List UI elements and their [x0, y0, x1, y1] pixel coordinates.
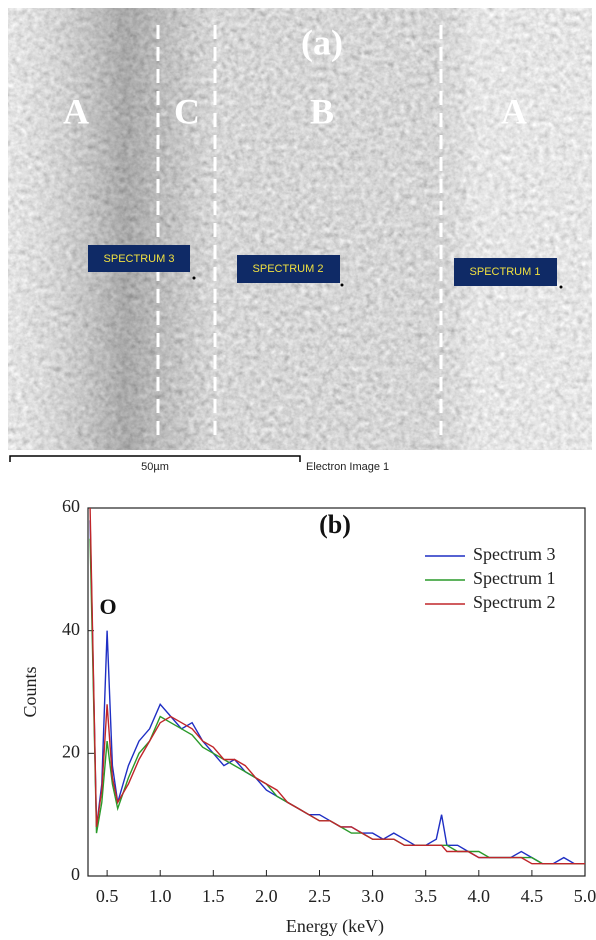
x-tick-label: 4.0 — [468, 886, 491, 906]
legend-label: Spectrum 2 — [473, 592, 556, 612]
series-line — [89, 507, 585, 865]
region-label: C — [174, 91, 200, 131]
spectrum-label: SPECTRUM 3 — [104, 253, 175, 265]
x-tick-label: 4.5 — [521, 886, 544, 906]
point-marker — [559, 285, 563, 289]
region-label: A — [501, 91, 527, 131]
scale-bar-label: 50µm — [141, 461, 169, 473]
sem-image: (a) A C B A SPECTRUM 3 SPECTRUM 2 SPECTR… — [8, 8, 592, 450]
point-marker — [340, 283, 344, 287]
sem-shading — [8, 8, 592, 450]
spectrum-label: SPECTRUM 2 — [253, 263, 324, 275]
x-axis-label: Energy (keV) — [286, 916, 384, 937]
x-tick-label: 3.5 — [414, 886, 437, 906]
region-label: A — [63, 91, 89, 131]
y-tick-label: 60 — [62, 496, 80, 516]
legend-label: Spectrum 1 — [473, 568, 556, 588]
spectrum-box — [237, 255, 340, 283]
image-title: (a) — [301, 22, 343, 62]
spectrum-box — [88, 245, 190, 272]
y-axis-label: Counts — [20, 666, 40, 717]
legend-label: Spectrum 3 — [473, 544, 556, 564]
plot-lines — [89, 507, 585, 865]
x-tick-label: 0.5 — [96, 886, 119, 906]
x-tick-label: 3.0 — [361, 886, 384, 906]
region-label: B — [310, 91, 334, 131]
chart-title: (b) — [319, 510, 351, 539]
x-tick-label: 1.5 — [202, 886, 225, 906]
x-tick-label: 2.5 — [308, 886, 331, 906]
spectrum-label: SPECTRUM 1 — [470, 266, 541, 278]
point-marker — [192, 276, 196, 280]
image-caption: Electron Image 1 — [306, 461, 389, 473]
spectrum-box — [454, 258, 557, 286]
scale-bar: 50µm Electron Image 1 — [9, 455, 389, 473]
y-tick-label: 40 — [62, 619, 80, 639]
scale-bar-line — [9, 455, 301, 462]
y-tick-label: 0 — [71, 864, 80, 884]
x-tick-label: 5.0 — [574, 886, 596, 906]
y-tick-label: 20 — [62, 741, 80, 761]
x-tick-label: 1.0 — [149, 886, 172, 906]
x-tick-label: 2.0 — [255, 886, 278, 906]
peak-annotation: O — [99, 594, 116, 619]
plot-frame — [87, 507, 586, 877]
